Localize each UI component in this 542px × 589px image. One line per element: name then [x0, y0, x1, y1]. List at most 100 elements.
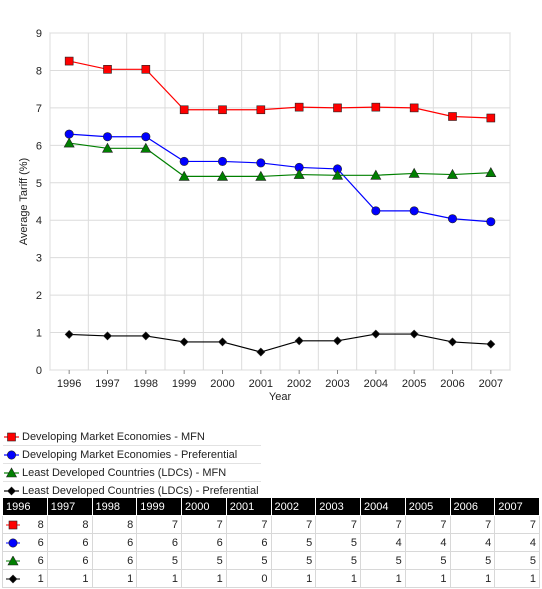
- x-tick-label: 1998: [134, 378, 158, 390]
- legend-item: Developing Market Economies - Preferenti…: [3, 446, 261, 464]
- row-marker-symbol: [8, 574, 18, 583]
- legend-item: Least Developed Countries (LDCs) - MFN: [3, 464, 261, 482]
- legend-marker-icon: [4, 432, 19, 441]
- y-axis-title: Average Tariff (%): [18, 158, 30, 245]
- y-tick-label: 9: [36, 28, 42, 40]
- row-marker-icon: [6, 574, 20, 583]
- row-marker-symbol: [7, 555, 19, 565]
- data-point: [333, 103, 342, 113]
- data-point: [101, 142, 114, 153]
- data-point: [178, 170, 190, 181]
- data-point: [256, 158, 266, 168]
- table-cell: 7: [315, 515, 361, 534]
- table-cell: 7: [225, 515, 272, 534]
- table-cell: 1: [270, 569, 317, 588]
- legend-marker-icon: [4, 486, 19, 495]
- data-point: [218, 105, 227, 115]
- data-point: [486, 113, 496, 123]
- legend-label: Developing Market Economies - MFN: [22, 430, 205, 443]
- x-tick-label: 2001: [249, 378, 273, 390]
- y-tick-label: 2: [36, 290, 42, 302]
- table-cell: 5: [404, 551, 451, 570]
- data-point: [103, 132, 113, 142]
- table-cell: 1: [360, 569, 406, 588]
- table-cell: 4: [449, 533, 496, 552]
- table-header-cell: 2000: [181, 497, 227, 516]
- data-point: [256, 347, 266, 357]
- data-point: [256, 105, 266, 115]
- table-cell: 1: [404, 569, 451, 588]
- table-cell: 5: [270, 551, 317, 570]
- data-point: [103, 331, 112, 341]
- x-axis-title: Year: [269, 391, 292, 403]
- legend-symbol: [7, 432, 16, 441]
- table-header-cell: 2005: [404, 497, 451, 516]
- table-cell: 1: [91, 569, 138, 588]
- series-4: [64, 329, 496, 357]
- table-cell: 7: [136, 515, 182, 534]
- data-point: [63, 137, 75, 148]
- data-point: [485, 167, 497, 177]
- x-tick-label: 2006: [440, 378, 464, 390]
- table-header-cell: 1997: [46, 497, 93, 516]
- y-tick-label: 7: [36, 103, 42, 115]
- table-cell: 4: [360, 533, 406, 552]
- data-point: [486, 339, 496, 349]
- data-point: [447, 214, 457, 224]
- x-tick-label: 2002: [287, 378, 311, 390]
- legend-symbol: [7, 486, 16, 495]
- data-point: [179, 105, 189, 115]
- table-cell: 7: [360, 515, 406, 534]
- x-tick-label: 2003: [325, 378, 349, 390]
- series-2: [64, 129, 496, 227]
- y-tick-label: 1: [36, 328, 42, 340]
- table-cell: 5: [315, 551, 361, 570]
- series-line: [69, 60, 491, 119]
- series-line: [69, 333, 491, 353]
- chart-legend: Developing Market Economies - MFN Develop…: [3, 428, 261, 500]
- data-point: [409, 206, 419, 216]
- y-tick-label: 0: [36, 365, 42, 377]
- y-tick-label: 4: [36, 215, 42, 227]
- data-point: [446, 168, 459, 179]
- table-cell: 6: [91, 533, 138, 552]
- table-cell: 1: [494, 569, 540, 588]
- data-table: 1996 1997 1998 1999 2000 2001 2002 2003 2004 2005…: [2, 497, 540, 588]
- table-header-cell: 1999: [136, 497, 182, 516]
- data-point: [371, 206, 381, 216]
- x-tick-label: 2007: [479, 378, 503, 390]
- table-cell: 8: [91, 515, 138, 534]
- y-tick-label: 8: [36, 65, 42, 77]
- y-tick-label: 6: [36, 140, 42, 152]
- table-header-cell: 1996: [2, 497, 48, 516]
- data-point: [141, 65, 151, 74]
- table-cell: 8: [46, 515, 93, 534]
- data-point: [448, 337, 457, 347]
- table-cell: 1: [46, 569, 93, 588]
- table-cell: 6: [181, 533, 227, 552]
- table-cell: 0: [225, 569, 272, 588]
- data-point: [448, 112, 457, 121]
- table-header-cell: 2001: [225, 497, 272, 516]
- data-point: [216, 170, 229, 181]
- table-cell: 6: [2, 551, 48, 570]
- legend-symbol: [7, 450, 16, 459]
- data-point: [331, 169, 344, 180]
- table-cell: 5: [494, 551, 540, 570]
- table-cell: 5: [449, 551, 496, 570]
- data-point: [486, 217, 496, 227]
- table-header-cell: 2004: [360, 497, 406, 516]
- data-point: [218, 337, 227, 347]
- table-cell: 5: [360, 551, 406, 570]
- table-cell: 7: [404, 515, 451, 534]
- legend-label: Least Developed Countries (LDCs) - Prefe…: [22, 484, 259, 497]
- table-cell: 7: [449, 515, 496, 534]
- data-point: [141, 132, 151, 142]
- x-tick-label: 2004: [364, 378, 388, 390]
- table-cell: 5: [225, 551, 272, 570]
- table-cell: 7: [270, 515, 317, 534]
- data-point: [293, 168, 305, 179]
